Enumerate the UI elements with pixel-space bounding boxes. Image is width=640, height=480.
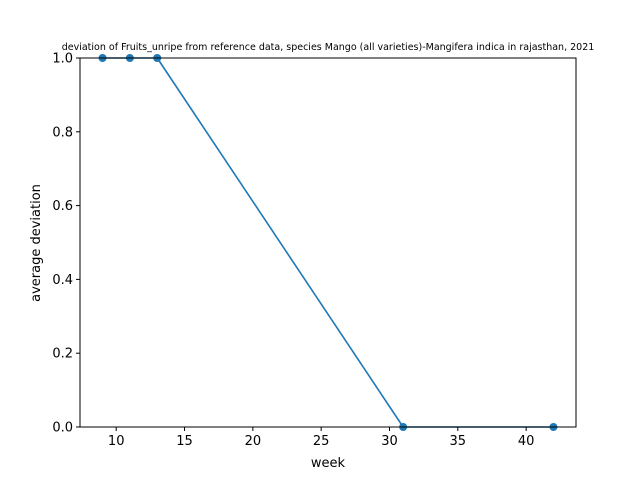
x-tick-label: 30 <box>381 434 398 449</box>
x-tick-label: 20 <box>245 434 262 449</box>
chart-title: deviation of Fruits_unripe from referenc… <box>62 42 595 53</box>
y-tick-label: 0.6 <box>52 199 73 214</box>
y-tick-label: 1.0 <box>52 52 73 67</box>
x-tick-label: 10 <box>108 434 125 449</box>
plot-area: 10 15 20 25 30 35 40 0.0 0.2 0.4 0.6 0.8 1.0 <box>52 52 577 449</box>
y-tick-label: 0.4 <box>52 273 73 288</box>
x-tick-label: 40 <box>518 434 535 449</box>
axes-frame <box>79 57 577 428</box>
x-tick-label: 15 <box>176 434 193 449</box>
x-tick-label: 35 <box>450 434 467 449</box>
y-tick-label: 0.8 <box>52 125 73 140</box>
y-tick-label: 0.2 <box>52 347 73 362</box>
y-tick-label: 0.0 <box>52 421 73 436</box>
x-tick-label: 25 <box>313 434 330 449</box>
x-axis-label: week <box>311 456 346 471</box>
y-axis-label: average deviation <box>29 184 44 302</box>
